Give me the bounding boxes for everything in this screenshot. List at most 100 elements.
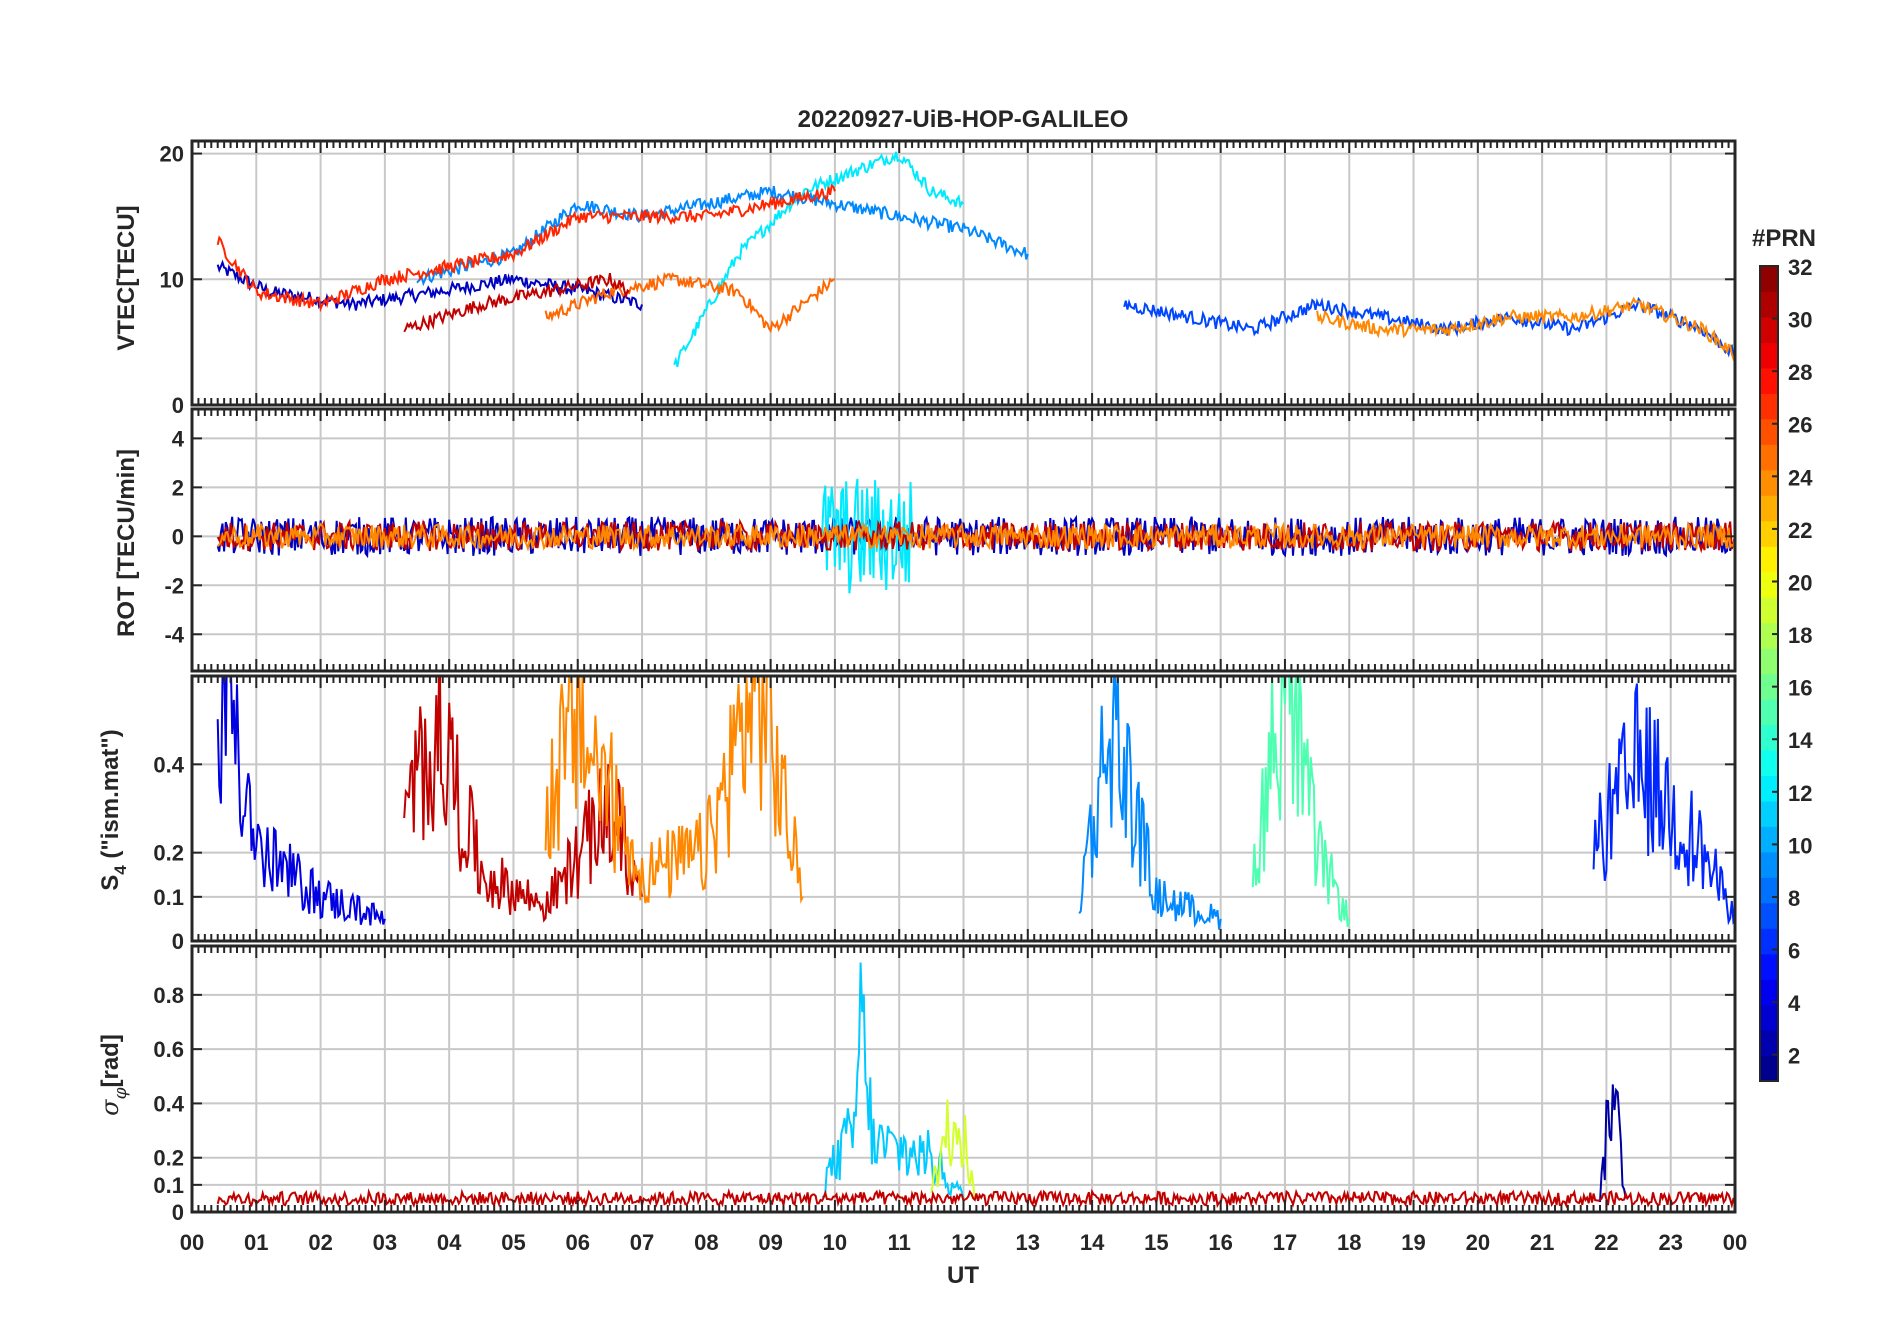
colorbar-swatch [1760, 648, 1778, 675]
colorbar-swatch [1760, 928, 1778, 955]
series-prn-19 [930, 1099, 977, 1201]
y-tick-label: 0 [172, 524, 184, 549]
y-tick-label: 0 [172, 929, 184, 954]
colorbar-tick-label: 6 [1788, 939, 1800, 964]
series-group [216, 478, 1735, 594]
colorbar-tick-label: 30 [1788, 308, 1812, 333]
series-prn-24 [544, 676, 804, 904]
x-tick-label: 05 [501, 1230, 525, 1255]
series-prn-12 [673, 151, 965, 368]
x-tick-label: 08 [694, 1230, 718, 1255]
colorbar-tick-label: 24 [1788, 465, 1813, 490]
series-group [216, 676, 1735, 930]
colorbar-swatch [1760, 571, 1778, 598]
colorbar-label: #PRN [1752, 225, 1816, 252]
colorbar-swatch [1760, 979, 1778, 1006]
x-tick-label: 23 [1658, 1230, 1682, 1255]
y-tick-label: 0 [172, 1200, 184, 1225]
x-tick-label: 19 [1401, 1230, 1425, 1255]
colorbar-swatch [1760, 775, 1778, 802]
ylabel-s4: S4 ("ism.mat") [97, 729, 130, 891]
colorbar-swatch [1760, 1055, 1778, 1082]
y-tick-label: 0 [172, 393, 184, 418]
colorbar-tick-label: 12 [1788, 781, 1812, 806]
x-tick-label: 09 [758, 1230, 782, 1255]
colorbar-swatch [1760, 698, 1778, 726]
colorbar-tick-label: 10 [1788, 833, 1812, 858]
x-tick-label: 17 [1273, 1230, 1297, 1255]
x-tick-label: 00 [1723, 1230, 1747, 1255]
x-tick-label: 15 [1144, 1230, 1168, 1255]
series-prn-30 [403, 676, 643, 923]
x-tick-label: 02 [308, 1230, 332, 1255]
x-tick-label: 16 [1208, 1230, 1232, 1255]
series-prn-27 [216, 183, 836, 313]
y-tick-label: 0.2 [153, 1146, 184, 1171]
x-tick-label: 11 [888, 1230, 911, 1255]
colorbar-swatch [1760, 1030, 1778, 1057]
colorbar-swatch [1760, 724, 1778, 751]
x-tick-label: 07 [630, 1230, 654, 1255]
colorbar-tick-label: 22 [1788, 518, 1812, 543]
series-prn-6 [1592, 683, 1735, 926]
y-tick-label: 2 [172, 475, 184, 500]
colorbar-swatch [1760, 800, 1778, 827]
y-tick-label: -4 [164, 622, 184, 647]
colorbar-tick-label: 18 [1788, 623, 1812, 648]
x-tick-label: 03 [373, 1230, 397, 1255]
colorbar-swatch [1760, 520, 1778, 547]
series-prn-30 [216, 1187, 1735, 1209]
y-tick-label: 0.2 [153, 841, 184, 866]
x-tick-label: 12 [951, 1230, 975, 1255]
y-tick-label: 0.1 [153, 1173, 184, 1198]
colorbar-tick-label: 2 [1788, 1044, 1800, 1069]
colorbar-swatch [1760, 1004, 1778, 1031]
x-tick-label: 10 [823, 1230, 847, 1255]
series-prn-25 [544, 271, 836, 334]
series-prn-24 [217, 520, 1735, 552]
series-prn-3 [216, 514, 1735, 559]
colorbar-swatch [1760, 902, 1778, 929]
ylabel-rot: ROT [TECU/min] [113, 449, 140, 637]
colorbar-swatch [1760, 495, 1778, 522]
colorbar-swatch [1760, 597, 1778, 624]
series-prn-24 [1316, 296, 1735, 362]
colorbar-swatch [1760, 826, 1778, 853]
colorbar-swatch [1760, 622, 1778, 649]
colorbar-tick-label: 8 [1788, 886, 1800, 911]
colorbar-swatch [1760, 749, 1778, 776]
panel-rot: -4 -2 0 2 4 [164, 407, 1737, 673]
x-tick-label: 00 [180, 1230, 204, 1255]
colorbar-swatch [1760, 851, 1778, 878]
x-tick-labels: 00 01 02 03 04 05 06 07 08 09 10 11 12 13 14 15 16 17 18 19… [180, 1230, 1747, 1255]
ylabel-sigma-phi: σφ[rad] [96, 1034, 131, 1116]
y-tick-label: 0.4 [153, 752, 184, 777]
x-axis-label: UT [947, 1262, 979, 1289]
series-group [216, 151, 1735, 368]
panel-s4: 0 0.1 0.2 0.4 [153, 674, 1737, 954]
y-tick-label: 20 [160, 142, 184, 167]
y-tick-label: 0.6 [153, 1037, 184, 1062]
series-prn-12 [821, 478, 914, 594]
x-tick-label: 04 [437, 1230, 462, 1255]
series-prn-4 [216, 676, 386, 926]
colorbar-tick-label: 16 [1788, 676, 1812, 701]
ylabel-vtec: VTEC[TECU] [113, 205, 140, 350]
colorbar-swatch [1760, 673, 1778, 700]
panel-sigma_phi: 00.10.2 0.4 0.6 0.8 [153, 944, 1737, 1225]
x-tick-label: 01 [244, 1230, 268, 1255]
colorbar-tick-label: 28 [1788, 360, 1812, 385]
colorbar-swatch [1760, 291, 1778, 318]
y-tick-label: 10 [160, 267, 184, 292]
series-prn-9 [1078, 676, 1222, 930]
panel-vtec: 0 10 20 [160, 139, 1737, 418]
series-prn-30 [403, 273, 630, 333]
x-tick-label: 18 [1337, 1230, 1361, 1255]
x-tick-label: 20 [1466, 1230, 1490, 1255]
y-tick-label: 0.8 [153, 983, 184, 1008]
y-tick-label: -2 [164, 573, 184, 598]
figure-title: 20220927-UiB-HOP-GALILEO [798, 106, 1129, 133]
x-tick-label: 06 [566, 1230, 590, 1255]
